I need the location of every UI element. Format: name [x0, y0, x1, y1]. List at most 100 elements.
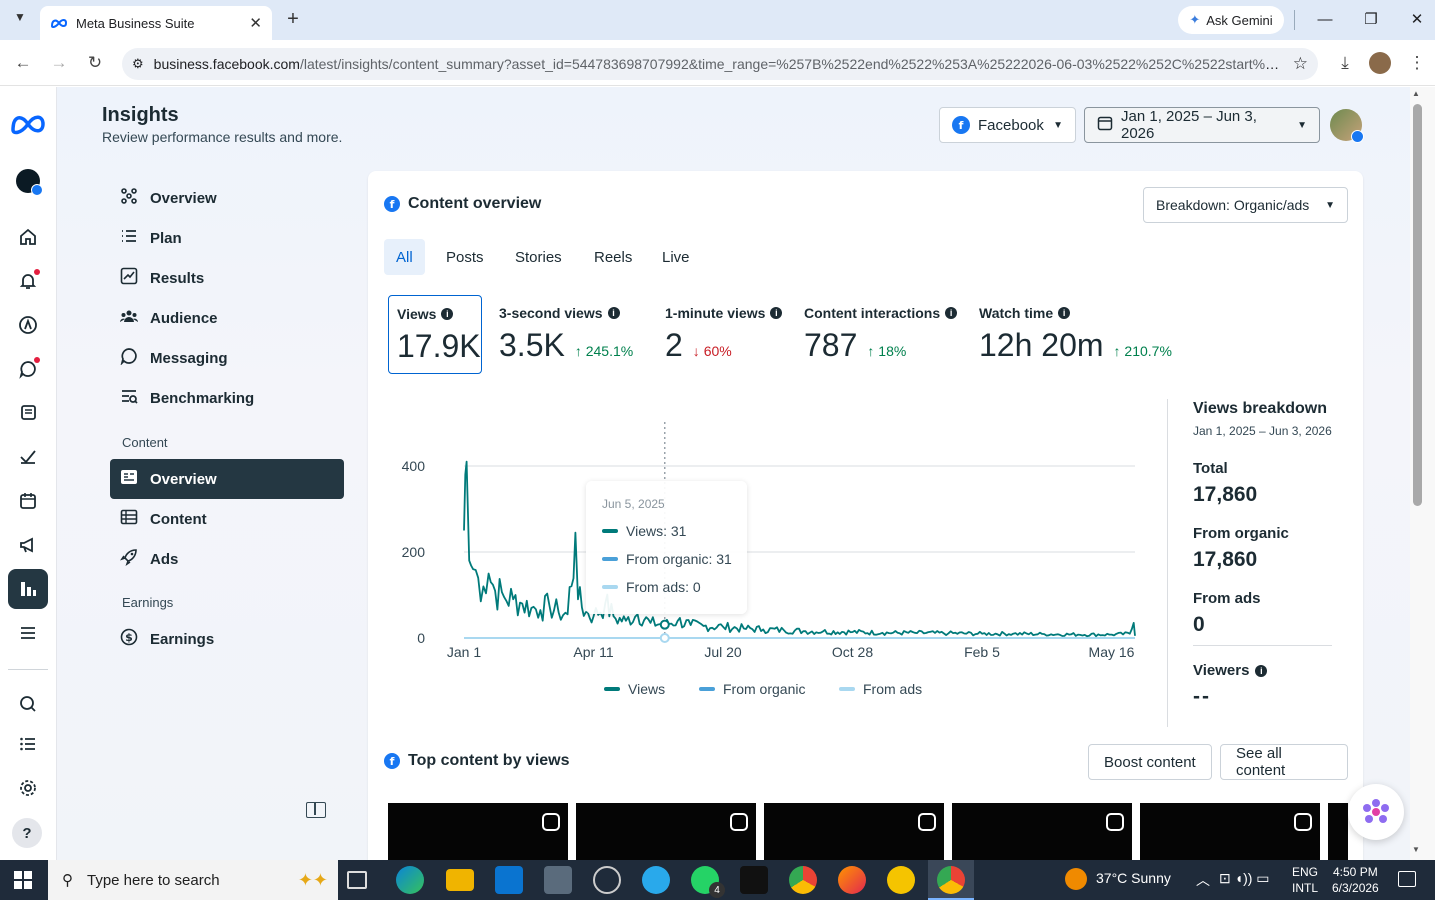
- page-avatar[interactable]: [16, 169, 43, 196]
- microsoft-store-icon[interactable]: [495, 866, 523, 894]
- nav-messaging[interactable]: Messaging: [110, 338, 344, 378]
- chrome-icon[interactable]: [789, 866, 817, 894]
- info-icon[interactable]: i: [770, 307, 783, 319]
- content-thumbnail[interactable]: [388, 803, 568, 860]
- platform-selector[interactable]: f Facebook ▼: [939, 107, 1076, 143]
- metric-watch-time[interactable]: Watch time i 12h 20m ↑ 210.7%: [971, 295, 1191, 374]
- content-thumbnail[interactable]: [576, 803, 756, 860]
- nav-benchmarking[interactable]: Benchmarking: [110, 378, 344, 418]
- taskbar-search[interactable]: ⚲ Type here to search ✦✦: [48, 860, 338, 900]
- reload-icon[interactable]: ↻: [87, 53, 103, 72]
- tray-icons[interactable]: ⊡ ◖)) ▭: [1219, 870, 1270, 886]
- nav-plan[interactable]: Plan: [110, 218, 344, 258]
- metric-content-interactions[interactable]: Content interactions i 787 ↑ 18%: [796, 295, 966, 374]
- metric-1-minute-views[interactable]: 1-minute views i 2 ↓ 60%: [657, 295, 792, 374]
- help-icon[interactable]: ?: [12, 818, 42, 848]
- firefox-icon[interactable]: [838, 866, 866, 894]
- home-icon[interactable]: [14, 223, 42, 251]
- nav-overview[interactable]: Overview: [110, 178, 344, 218]
- site-info-icon[interactable]: ⚙: [132, 56, 144, 71]
- nav-audience[interactable]: Audience: [110, 298, 344, 338]
- all-tools-menu-icon[interactable]: [14, 619, 42, 647]
- windows-start-icon[interactable]: [14, 871, 32, 892]
- metric-3-second-views[interactable]: 3-second views i 3.5K ↑ 245.1%: [491, 295, 651, 374]
- obs-icon[interactable]: [593, 866, 621, 894]
- collapse-panel-icon[interactable]: [306, 802, 326, 818]
- date-range-picker[interactable]: Jan 1, 2025 – Jun 3, 2026 ▼: [1084, 107, 1320, 143]
- telegram-icon[interactable]: [642, 866, 670, 894]
- back-icon[interactable]: ←: [14, 53, 32, 72]
- nav-earnings[interactable]: $ Earnings: [110, 619, 344, 659]
- insights-stats-icon[interactable]: [14, 443, 42, 471]
- content-thumbnail[interactable]: [952, 803, 1132, 860]
- forward-icon[interactable]: →: [50, 53, 68, 72]
- see-all-content-button[interactable]: See all content: [1220, 744, 1348, 780]
- new-tab-button[interactable]: +: [287, 8, 299, 30]
- info-icon[interactable]: i: [1255, 664, 1268, 677]
- tray-chevron-icon[interactable]: ︿: [1196, 872, 1210, 888]
- whatsapp-icon[interactable]: 4: [691, 866, 725, 898]
- weather-sun-icon[interactable]: [1065, 868, 1087, 890]
- minimize-button[interactable]: —: [1317, 11, 1333, 28]
- camera-icon[interactable]: [544, 866, 572, 894]
- legend-from-organic[interactable]: From organic: [699, 681, 805, 697]
- task-view-icon[interactable]: [347, 871, 367, 889]
- content-thumbnail[interactable]: [1328, 803, 1348, 860]
- tab-stories[interactable]: Stories: [515, 248, 562, 266]
- inbox-chat-icon[interactable]: [14, 355, 42, 383]
- nav-content[interactable]: Content: [110, 499, 344, 539]
- language-indicator[interactable]: ENG INTL: [1292, 865, 1319, 895]
- content-thumbnail[interactable]: [764, 803, 944, 860]
- bookmark-star-icon[interactable]: ☆: [1292, 54, 1308, 73]
- views-line-chart[interactable]: 0 200 400 Jan 1 Apr 11 Jul 20 Oct 28 Feb 5 May 1…: [384, 412, 1144, 712]
- scroll-down-arrow[interactable]: ▼: [1412, 845, 1420, 854]
- info-icon[interactable]: i: [945, 307, 958, 319]
- ads-compass-icon[interactable]: [14, 311, 42, 339]
- file-explorer-icon[interactable]: [446, 869, 474, 891]
- notifications-bell-icon[interactable]: [14, 267, 42, 295]
- tab-reels[interactable]: Reels: [594, 248, 633, 266]
- meta-logo-icon[interactable]: [10, 112, 46, 139]
- tab-live[interactable]: Live: [662, 248, 690, 266]
- search-icon[interactable]: [14, 690, 42, 718]
- breakdown-dropdown[interactable]: Breakdown: Organic/ads ▼: [1143, 187, 1348, 223]
- metric-views[interactable]: Views i 17.9K: [388, 295, 482, 374]
- ask-gemini-button[interactable]: ✦ Ask Gemini: [1178, 6, 1284, 34]
- ai-assistant-button[interactable]: [1348, 784, 1404, 840]
- browser-menu-icon[interactable]: ⋮: [1408, 53, 1426, 72]
- tab-posts[interactable]: Posts: [446, 248, 484, 266]
- info-icon[interactable]: i: [1058, 307, 1071, 319]
- download-icon[interactable]: ⤓: [1341, 53, 1349, 72]
- weather-text[interactable]: 37°C Sunny: [1096, 870, 1171, 886]
- nav-content-overview[interactable]: Overview: [110, 459, 344, 499]
- tab-search-chevron-icon[interactable]: ▼: [14, 10, 26, 24]
- browser-tab[interactable]: Meta Business Suite ✕: [40, 6, 272, 40]
- megaphone-icon[interactable]: [14, 531, 42, 559]
- boost-content-button[interactable]: Boost content: [1088, 744, 1212, 780]
- scroll-up-arrow[interactable]: ▲: [1412, 89, 1420, 98]
- info-icon[interactable]: i: [441, 308, 454, 320]
- info-icon[interactable]: i: [607, 307, 620, 319]
- account-avatar[interactable]: [1330, 109, 1364, 143]
- profile-avatar[interactable]: [1369, 52, 1391, 74]
- close-tab-icon[interactable]: ✕: [249, 15, 262, 32]
- close-window-button[interactable]: ✕: [1410, 11, 1424, 28]
- legend-views[interactable]: Views: [604, 681, 665, 697]
- restore-button[interactable]: ❐: [1364, 11, 1378, 28]
- app-icon[interactable]: [887, 866, 915, 894]
- content-library-icon[interactable]: [14, 399, 42, 427]
- list-icon[interactable]: [14, 730, 42, 758]
- edge-browser-icon[interactable]: [396, 866, 424, 894]
- content-thumbnail[interactable]: [1140, 803, 1320, 860]
- active-chrome-taskbar[interactable]: [928, 860, 974, 900]
- legend-from-ads[interactable]: From ads: [839, 681, 922, 697]
- address-bar[interactable]: ⚙ business.facebook.com/latest/insights/…: [122, 48, 1318, 80]
- nav-ads[interactable]: Ads: [110, 539, 344, 579]
- nav-results[interactable]: Results: [110, 258, 344, 298]
- scrollbar-thumb[interactable]: [1413, 104, 1422, 506]
- notification-center-icon[interactable]: [1398, 871, 1416, 887]
- tiktok-icon[interactable]: [740, 866, 768, 894]
- calendar-icon[interactable]: [14, 487, 42, 515]
- tab-all[interactable]: All: [384, 239, 425, 275]
- settings-gear-icon[interactable]: [14, 774, 42, 802]
